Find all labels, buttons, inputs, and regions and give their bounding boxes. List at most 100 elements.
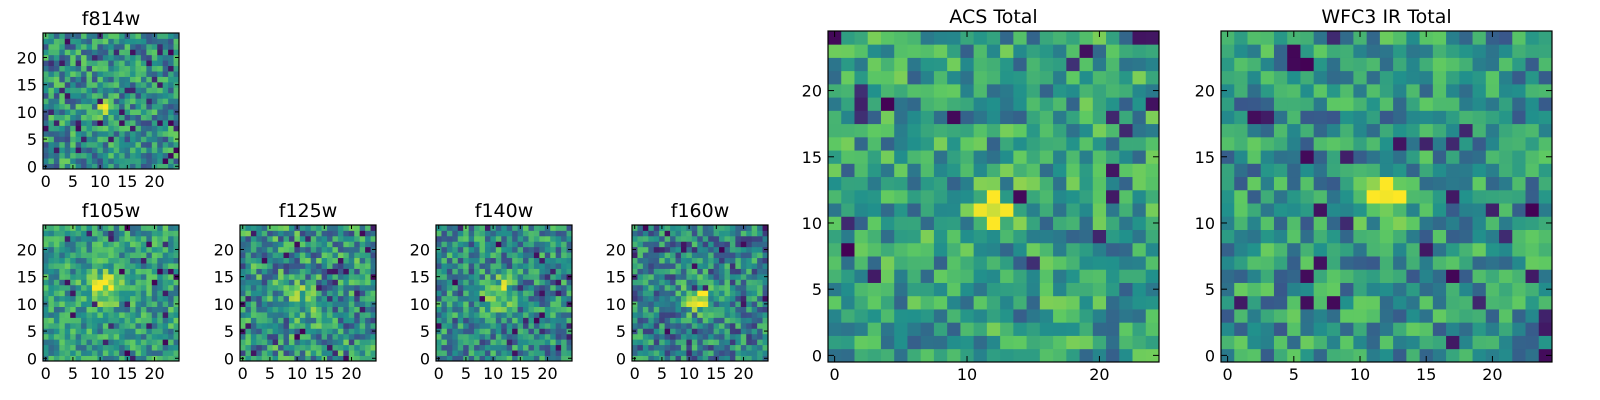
- f814w-cell: [119, 114, 125, 121]
- f140w-cell: [452, 263, 459, 269]
- f814w-cell: [64, 109, 71, 115]
- f105w-cell: [162, 246, 169, 253]
- f814w-cell: [64, 38, 71, 45]
- f125w-cell: [294, 230, 301, 237]
- f140w-cell: [479, 246, 486, 253]
- f125w-cell: [240, 241, 246, 248]
- f814w-cell: [86, 114, 93, 121]
- f160w-cell: [691, 301, 698, 307]
- f160w-cell: [762, 322, 769, 329]
- f814w-cell: [97, 158, 104, 164]
- f814w-cell: [75, 136, 82, 143]
- f105w-cell: [140, 235, 147, 242]
- f140w-cell: [495, 246, 502, 253]
- f140w-cell: [555, 350, 562, 356]
- f125w-cell: [370, 350, 377, 356]
- f125w-cell: [278, 344, 284, 351]
- f140w-cell: [457, 252, 464, 259]
- f814w-cell: [140, 49, 147, 56]
- f105w-cell: [173, 235, 180, 242]
- acs-total-cell: [1106, 44, 1120, 58]
- f105w-cell: [140, 322, 147, 329]
- f160w-cell: [751, 290, 758, 297]
- f105w-cell: [130, 301, 136, 307]
- acs-total-cell: [907, 57, 922, 72]
- f160w-cell: [702, 328, 709, 335]
- f105w-cell: [81, 273, 87, 280]
- f814w-cell: [151, 114, 158, 121]
- f160w-cell: [642, 263, 649, 269]
- f140w-cell: [561, 322, 567, 329]
- acs-total-cell: [854, 309, 869, 323]
- f814w-cell: [108, 98, 115, 105]
- wfc3-ir-total-cell: [1485, 110, 1500, 125]
- f125w-cell: [348, 284, 355, 291]
- wfc3-ir-total-cell: [1260, 97, 1275, 111]
- f140w-cell: [468, 279, 475, 286]
- f160w-cell: [675, 279, 682, 286]
- f160w-cell: [664, 312, 671, 318]
- f125w-cell: [359, 333, 366, 340]
- f160w-cell: [757, 301, 763, 307]
- f814w-cell: [75, 98, 82, 105]
- acs-total-cell: [1013, 216, 1027, 230]
- f105w-cell: [81, 263, 87, 269]
- wfc3-ir-total-cell: [1340, 110, 1354, 125]
- f105w-cell: [86, 257, 93, 264]
- wfc3-ir-total-cell: [1300, 229, 1315, 244]
- f140w-cell: [474, 301, 480, 307]
- f105w-cell: [91, 263, 98, 269]
- f105w-cell: [59, 252, 66, 259]
- f140w-cell: [468, 273, 475, 280]
- f814w-cell: [75, 54, 82, 61]
- f814w-cell: [162, 141, 169, 148]
- acs-total-cell: [1132, 348, 1147, 363]
- f125w-cell: [305, 350, 312, 356]
- f125w-cell: [365, 295, 371, 302]
- f140w-cell: [544, 279, 551, 286]
- f140w-cell: [441, 257, 448, 264]
- wfc3-ir-total-cell: [1512, 70, 1526, 85]
- f105w-cell: [53, 290, 60, 297]
- f814w-cell: [146, 136, 153, 143]
- f814w-cell: [151, 87, 158, 94]
- f814w-cell: [53, 130, 60, 137]
- f160w-cell: [670, 263, 676, 269]
- wfc3-ir-total-cell: [1379, 44, 1394, 58]
- f160w-cell: [670, 241, 676, 248]
- f105w-cell: [108, 246, 115, 253]
- f105w-cell: [135, 284, 142, 291]
- f105w-cell: [48, 241, 55, 248]
- f125w-cell: [283, 333, 290, 340]
- acs-total-cell: [933, 229, 948, 244]
- f814w-cell: [151, 125, 158, 132]
- f160w-cell: [675, 252, 682, 259]
- f140w-cell: [490, 246, 497, 253]
- acs-total-cell: [1000, 163, 1014, 178]
- f125w-cell: [359, 268, 366, 275]
- f160w-cell: [713, 279, 720, 286]
- acs-total-cell: [1066, 216, 1080, 230]
- f140w-cell: [523, 273, 529, 280]
- f814w-cell: [86, 71, 93, 77]
- acs-total-cell: [828, 229, 842, 244]
- f814w-cell: [113, 54, 120, 61]
- f125w-cell: [267, 328, 274, 335]
- wfc3-ir-total-cell: [1287, 150, 1301, 164]
- f125w-cell: [310, 268, 317, 275]
- f125w-cell: [240, 350, 246, 356]
- f125w-cell: [278, 279, 284, 286]
- f160w-cell: [735, 317, 742, 324]
- acs-total-cell: [1079, 57, 1094, 72]
- f105w-cell: [102, 317, 109, 324]
- f105w-cell: [140, 312, 147, 318]
- acs-total-cell: [986, 97, 1001, 111]
- f160w-cell: [642, 273, 649, 280]
- f160w-cell: [653, 306, 660, 313]
- f125w-cell: [267, 263, 274, 269]
- f140w-cell: [512, 273, 518, 280]
- acs-total-cell: [933, 97, 948, 111]
- f125w-cell: [240, 252, 246, 259]
- wfc3-ir-total-cell: [1446, 216, 1460, 230]
- f160w-cell: [675, 328, 682, 335]
